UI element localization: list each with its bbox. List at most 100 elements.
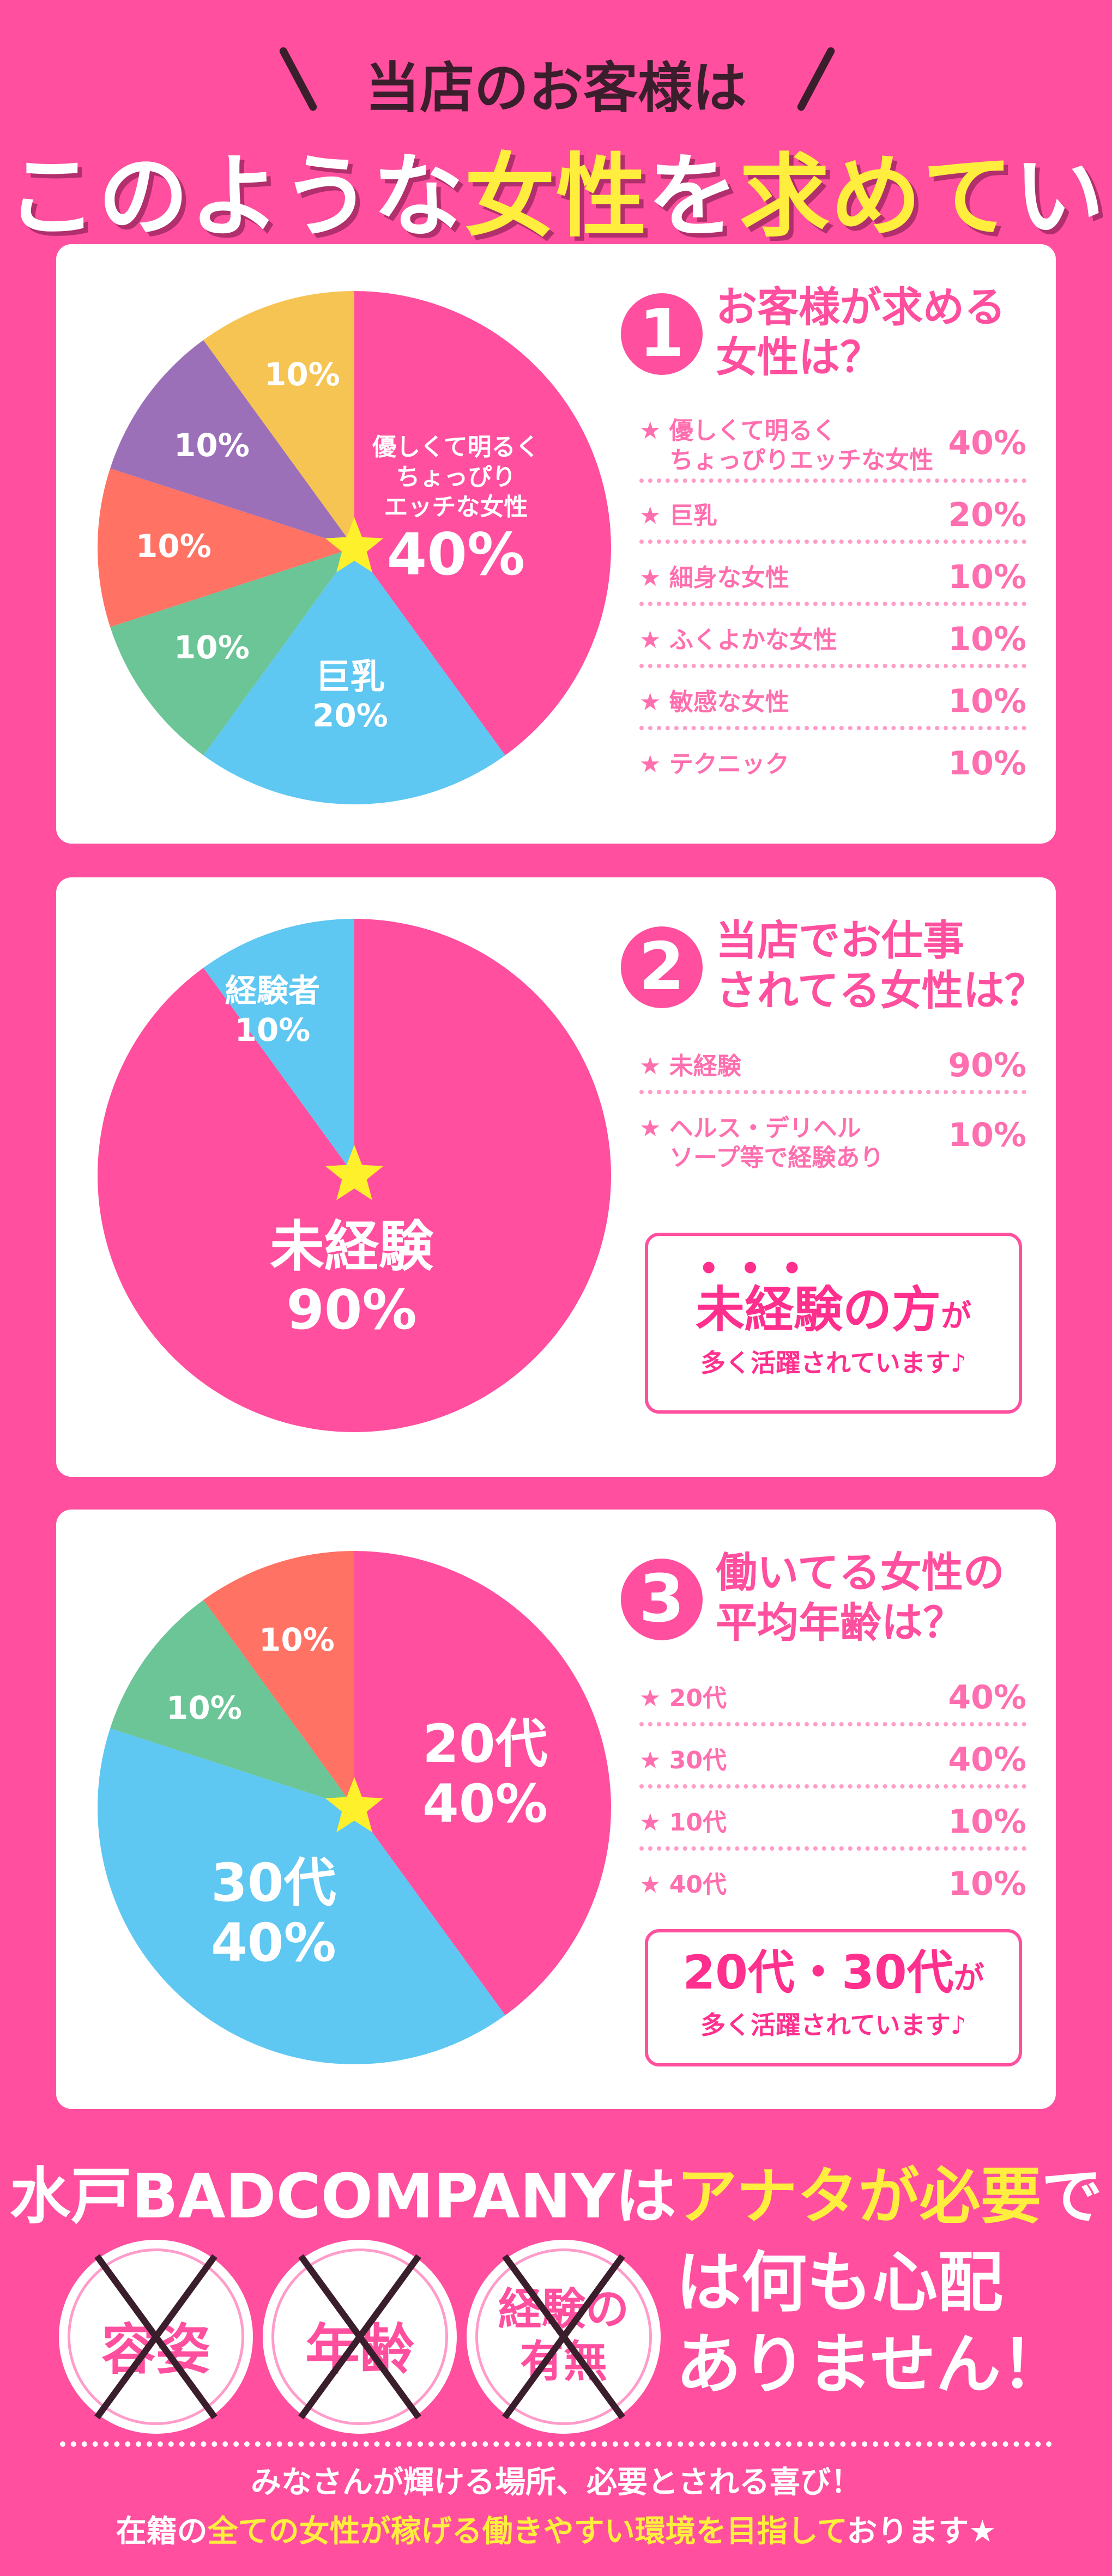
list-item: ★ 巨乳 20% [639,490,1026,544]
list-item: ★ ふくよかな女性 10% [639,615,1026,668]
pie1-label-c: 10% [174,629,250,666]
pie-slice-6 [203,291,354,548]
footer-line2-part1: 在籍の [116,2514,208,2549]
pie1-label-e: 10% [174,427,250,464]
row-value: 10% [948,620,1026,658]
pie2-label-a: 未経験 90% [270,1215,433,1342]
pie-slice-4 [203,1551,354,1808]
pie-chart-2 [98,919,611,1432]
row-label: ★ 敏感な女性 [639,688,789,716]
pie1-label-a3: エッチな女性 [384,493,528,521]
header-subtitle: 当店のお客様は [365,56,747,120]
list-item: ★ 細身な女性 10% [639,553,1026,606]
list-item: ★ テクニック 10% [639,739,1026,788]
row-value: 90% [948,1046,1026,1084]
pie3-label-d: 10% [259,1621,335,1658]
row-value: 10% [948,1865,1026,1903]
note-line1-small: が [953,1961,984,1996]
pie1-label-b: 巨乳 20% [312,658,388,735]
row-label: ★ 優しくて明るく [639,417,837,445]
header-title-part4: 求めて [739,144,1014,250]
question-title-3: 働いてる女性の 平均年齢は？ [716,1548,1005,1648]
note-box-2: ••• 未経験の方が 多く活躍されています♪ [645,1233,1022,1414]
question-number-2: 2 [621,926,703,1008]
note-line1-main: 20代・30代 [682,1945,954,2000]
row-value: 10% [948,682,1026,720]
banner-part1: 水戸BADCOMPANYは [9,2161,676,2232]
star-icon [325,1145,384,1201]
row-label: ★ 40代 [639,1871,727,1899]
note-line2: 多く活躍されています♪ [700,2010,966,2040]
list-item: ★ 10代 10% [639,1797,1026,1851]
row-label: ★ ふくよかな女性 [639,626,837,654]
note-line1: 未経験の方が [648,1283,1019,1344]
note-line1-small: が [941,1299,971,1334]
pie-chart-3 [98,1551,612,2064]
pie2-label-b2: 10% [234,1011,311,1048]
row-value: 20% [948,496,1026,534]
row-value: 10% [948,1803,1026,1841]
question-title-3-line2: 平均年齢は？ [716,1598,964,1647]
row-value: 10% [948,558,1026,596]
section-card-1: 優しくて明るく ちょっぴり エッチな女性 40% 巨乳 20% 10% 10% … [56,244,1056,844]
pie1-label-d: 10% [136,528,211,565]
list-item: ★ 40代 10% [639,1859,1026,1908]
row-value: 40% [948,1678,1026,1717]
list-item: ★ 優しくて明るく ちょっぴりエッチな女性 40% [639,413,1026,483]
row-value: 40% [948,424,1026,462]
section-card-3: 20代 40% 30代 40% 10% 10% 3 働いてる女性の 平均年齢は？… [56,1510,1056,2109]
list-item: ★ 敏感な女性 10% [639,677,1026,730]
pie-slice-2 [98,1728,505,2064]
banner-part2: アナタが必要 [676,2161,1042,2232]
dotted-divider [60,2441,1052,2447]
pie-slice-5 [110,340,355,548]
crossed-item-label: 年齢 [305,2318,414,2381]
pie-slice-3 [110,1599,355,1808]
pie-slice-1 [354,1551,612,2016]
pie-slice-4 [98,468,354,627]
row-label: ★ 細身な女性 [639,564,789,592]
pie3-label-a2: 40% [422,1773,548,1834]
no-worry-text: は何も心配 ありません！ [676,2242,1066,2406]
star-icon [325,517,384,573]
pie1-label-a4: 40% [386,521,525,588]
pie2-label-b1: 経験者 [225,972,321,1009]
row-label: ★ 10代 [639,1809,727,1836]
row-label: ★ 未経験 [639,1052,741,1080]
row-value: 10% [948,744,1026,783]
pie1-label-b2: 20% [312,697,388,734]
pie3-label-b2: 40% [211,1912,336,1973]
pie1-label-f: 10% [264,356,340,393]
list-item: ★ 20代 40% [639,1673,1026,1726]
pie-slice-2 [203,919,354,1175]
row-label: ★ テクニック [639,750,789,778]
pie2-label-a1: 未経験 [270,1215,433,1278]
pie-slice-2 [203,548,505,804]
row-label: ★ 30代 [639,1747,727,1774]
question-title-1-line2: 女性は？ [716,333,881,381]
row-label: ★ 巨乳 [639,502,717,530]
pie3-label-a1: 20代 [422,1713,548,1774]
note-line1-main: 未経験の方 [696,1281,941,1338]
header-title-part1: このような [7,144,464,250]
list-item: ★ 未経験 90% [639,1041,1026,1094]
no-worry-line2: ありません！ [676,2327,1067,2403]
crossed-item-label-line1: 経験の [498,2284,629,2335]
footer-line1: みなさんが輝ける場所、必要とされる喜び！ [251,2465,861,2500]
crossed-item-looks: 容姿 [59,2240,253,2434]
row-label-line2: ちょっぴりエッチな女性 [669,446,933,474]
question-number-3: 3 [621,1559,703,1640]
pie3-label-b: 30代 40% [211,1853,336,1973]
note-emphasis-dots: ••• [698,1250,824,1288]
footer-line2-part2: 全ての女性が稼げる働きやすい環境を目指して [207,2514,847,2549]
pie1-label-a: 優しくて明るく ちょっぴり エッチな女性 40% [372,432,540,587]
question-title-2-line2: されてる女性は？ [716,966,1046,1015]
crossed-item-experience: 経験の 有無 [467,2240,661,2434]
cross-mark-icon [298,2254,421,2420]
header-title-part3: を [648,144,739,250]
pie-chart-1 [98,291,612,804]
question-title-2: 当店でお仕事 されてる女性は？ [716,916,1046,1016]
section-card-2: 経験者 10% 未経験 90% 2 当店でお仕事 されてる女性は？ ★ 未経験 … [56,877,1056,1477]
list-item: ★ 30代 40% [639,1735,1026,1789]
pie3-label-a: 20代 40% [422,1714,548,1834]
